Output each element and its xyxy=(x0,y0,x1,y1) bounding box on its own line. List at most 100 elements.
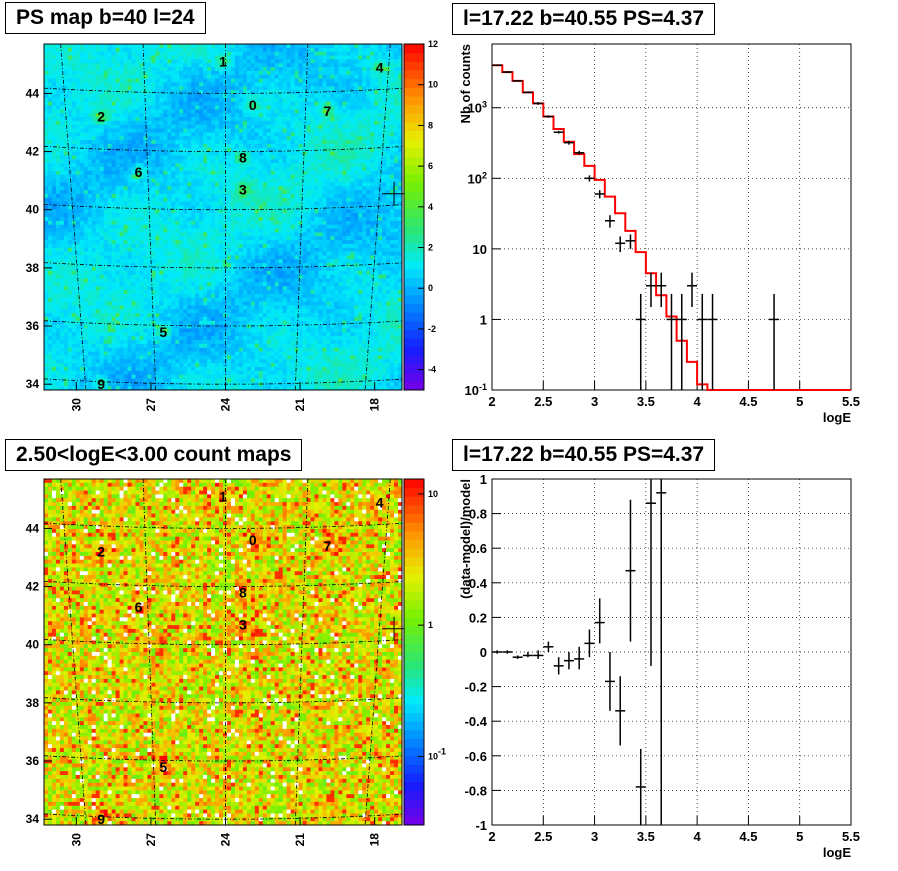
map-cell xyxy=(107,151,113,156)
map-cell xyxy=(310,178,315,183)
map-cell xyxy=(230,197,236,203)
map-cell xyxy=(59,93,65,99)
map-cell xyxy=(362,113,367,118)
map-cell xyxy=(211,247,216,252)
map-cell xyxy=(230,240,236,245)
map-cell xyxy=(350,205,355,210)
map-cell xyxy=(143,44,148,49)
map-cell xyxy=(131,82,136,87)
map-cell xyxy=(386,178,391,183)
map-cell xyxy=(223,247,228,252)
map-cell xyxy=(378,124,383,129)
map-cell xyxy=(242,147,248,153)
map-cell xyxy=(203,170,208,176)
map-cell xyxy=(278,232,284,237)
map-cell xyxy=(115,193,120,199)
map-cell xyxy=(219,74,224,79)
map-cell xyxy=(262,90,268,95)
map-cell xyxy=(191,163,196,168)
map-cell xyxy=(258,251,264,256)
map-cell xyxy=(390,93,395,99)
map-cell xyxy=(179,74,184,79)
map-cell xyxy=(147,247,152,252)
map-cell xyxy=(230,155,236,160)
map-cell xyxy=(95,147,101,153)
map-cell xyxy=(99,124,105,129)
map-cell xyxy=(179,170,184,176)
map-cell xyxy=(83,70,89,76)
map-cell xyxy=(103,240,109,245)
map-cell xyxy=(262,143,268,149)
map-cell xyxy=(398,74,403,79)
map-cell xyxy=(370,186,375,191)
map-cell xyxy=(286,213,292,218)
map-cell xyxy=(270,217,276,222)
map-cell xyxy=(330,140,335,145)
map-cell xyxy=(147,101,152,106)
map-cell xyxy=(298,59,303,64)
map-cell xyxy=(155,147,160,153)
map-cell xyxy=(203,228,208,233)
map-cell xyxy=(234,174,240,179)
map-cell xyxy=(330,44,335,49)
map-cell xyxy=(262,159,268,164)
map-cell xyxy=(179,55,184,60)
map-cell xyxy=(179,109,184,114)
map-cell xyxy=(207,205,212,210)
map-cell xyxy=(223,217,228,222)
map-cell xyxy=(199,159,204,164)
map-cell xyxy=(282,147,288,153)
map-cell xyxy=(55,240,61,245)
map-cell xyxy=(238,159,244,164)
map-cell xyxy=(83,190,89,195)
map-cell xyxy=(318,120,323,126)
map-cell xyxy=(274,163,280,168)
map-cell xyxy=(370,109,375,114)
map-cell xyxy=(350,70,355,76)
map-cell xyxy=(95,47,101,53)
map-cell xyxy=(374,167,379,172)
map-cell xyxy=(342,201,347,206)
map-cell xyxy=(382,74,387,79)
map-cell xyxy=(135,170,140,176)
map-cell xyxy=(75,120,81,126)
map-cell xyxy=(230,213,236,218)
map-cell xyxy=(274,136,280,141)
map-cell xyxy=(262,163,268,168)
map-cell xyxy=(143,217,148,222)
map-cell xyxy=(83,147,89,153)
map-cell xyxy=(350,55,355,60)
map-cell xyxy=(338,143,343,149)
map-cell xyxy=(370,90,375,95)
map-cell xyxy=(302,159,307,164)
map-cell xyxy=(99,113,105,118)
map-cell xyxy=(326,174,331,179)
map-cell xyxy=(143,193,148,199)
map-cell xyxy=(71,220,77,226)
map-cell xyxy=(175,140,180,145)
map-cell xyxy=(155,182,160,187)
map-cell xyxy=(123,190,128,195)
map-cell xyxy=(394,93,399,99)
map-cell xyxy=(394,217,399,222)
map-cell xyxy=(195,101,200,106)
map-cell xyxy=(163,186,168,191)
map-cell xyxy=(258,44,264,49)
map-cell xyxy=(350,113,355,118)
map-cell xyxy=(302,136,307,141)
map-cell xyxy=(71,193,77,199)
map-cell xyxy=(286,178,292,183)
map-cell xyxy=(55,67,61,72)
map-cell xyxy=(382,55,387,60)
map-cell xyxy=(111,159,116,164)
map-cell xyxy=(183,255,188,260)
map-cell xyxy=(215,136,220,141)
map-cell xyxy=(195,155,200,160)
map-cell xyxy=(298,117,303,122)
map-cell xyxy=(310,82,315,87)
map-cell xyxy=(131,205,136,210)
map-cell xyxy=(167,128,172,133)
map-cell xyxy=(398,220,403,226)
map-cell xyxy=(314,93,319,99)
map-cell xyxy=(394,67,399,72)
